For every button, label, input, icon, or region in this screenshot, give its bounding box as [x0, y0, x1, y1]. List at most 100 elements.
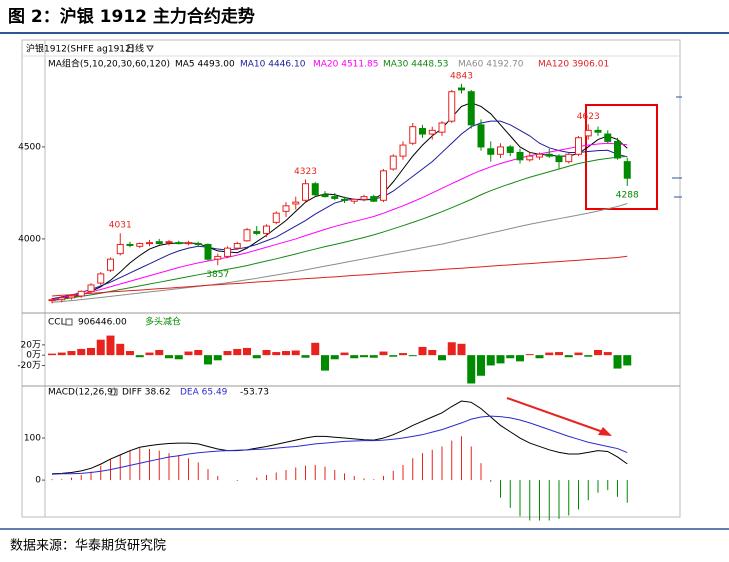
- candle-body: [448, 91, 456, 122]
- bar: [428, 350, 437, 356]
- y-tick-label: 100: [24, 434, 41, 444]
- candle-body: [243, 229, 251, 242]
- bar: [223, 351, 232, 356]
- price-label: 4288: [616, 190, 639, 200]
- bar: [165, 355, 173, 359]
- candle-body: [350, 198, 358, 202]
- bar: [272, 352, 281, 356]
- candle-body: [107, 258, 114, 271]
- candle-body: [399, 144, 407, 157]
- legend-entry: MA5 4493.00: [175, 60, 235, 70]
- candle-body: [292, 201, 300, 205]
- bar: [594, 350, 602, 356]
- candle-body: [58, 297, 66, 301]
- ma-line: [51, 102, 628, 301]
- figure-title: 图 2：沪银 1912 主力合约走势: [8, 6, 255, 27]
- bar: [77, 348, 86, 356]
- candle-body: [321, 194, 329, 198]
- bar: [623, 355, 632, 366]
- candle-body: [516, 151, 524, 161]
- candle-body: [97, 273, 105, 284]
- candle-body: [389, 155, 397, 170]
- candle-body: [614, 140, 621, 159]
- header-value: 906446.00: [78, 318, 127, 328]
- candle-body: [360, 196, 368, 200]
- candle-body: [185, 242, 192, 245]
- bar: [57, 352, 66, 356]
- bar: [48, 353, 56, 356]
- legend-entry: DEA 65.49: [180, 388, 228, 398]
- candle-body: [506, 146, 514, 153]
- bar: [399, 353, 407, 356]
- price-label: 3857: [206, 270, 229, 280]
- bar: [564, 355, 573, 358]
- legend-entry: MA30 4448.53: [383, 60, 448, 70]
- y-tick-label: 0万: [26, 351, 41, 361]
- candle-body: [565, 153, 573, 163]
- bar: [213, 355, 222, 361]
- bar: [106, 335, 115, 356]
- y-tick-label: 0: [35, 476, 41, 486]
- bar: [584, 355, 593, 357]
- y-tick-label: 20万: [21, 340, 41, 350]
- bar: [194, 350, 203, 356]
- bar: [613, 355, 622, 369]
- annotation: 多头减仓: [145, 316, 181, 328]
- candle-body: [87, 284, 95, 292]
- candle-body: [272, 212, 280, 223]
- candle-body: [545, 153, 553, 157]
- bar: [379, 351, 388, 356]
- bar: [360, 355, 368, 358]
- period: 日线: [126, 43, 144, 55]
- candle-body: [477, 124, 485, 148]
- arrow-head: [598, 427, 612, 436]
- bar: [457, 343, 466, 356]
- candle-body: [623, 161, 631, 179]
- candle-body: [438, 122, 446, 133]
- candle-body: [594, 129, 602, 133]
- y-tick-label: 4500: [18, 142, 41, 152]
- candle-body: [214, 255, 222, 260]
- bar: [350, 355, 359, 359]
- chart-frame: [21, 39, 681, 518]
- trend-arrow: [506, 397, 604, 433]
- bar: [135, 355, 144, 358]
- macd-line: [51, 400, 628, 475]
- candle-body: [302, 183, 309, 201]
- candle-body: [341, 198, 348, 201]
- bar: [291, 350, 300, 356]
- bar: [96, 339, 105, 356]
- legend-entry: MA60 4192.70: [458, 60, 524, 70]
- ma-line: [51, 142, 628, 301]
- bar: [204, 355, 212, 365]
- candle-body: [194, 243, 202, 246]
- bar: [408, 355, 417, 357]
- bar: [87, 347, 95, 356]
- candle-body: [428, 129, 436, 135]
- bar: [155, 350, 164, 356]
- instrument-header: 沪银1912(SHFE ag1912): [26, 43, 134, 55]
- candle-body: [575, 137, 582, 155]
- candle-body: [458, 87, 465, 91]
- candle-body: [77, 290, 85, 297]
- bar: [574, 352, 583, 356]
- bar: [545, 352, 554, 356]
- bar: [145, 352, 154, 356]
- candle-body: [536, 153, 543, 158]
- candle-body: [146, 242, 153, 245]
- legend-entry: -53.73: [240, 388, 269, 398]
- candle-body: [311, 183, 319, 196]
- candle-body: [136, 243, 144, 247]
- bar: [496, 355, 505, 364]
- candle-body: [380, 170, 387, 201]
- bar: [506, 355, 515, 359]
- bar: [467, 355, 476, 384]
- bar: [330, 355, 339, 360]
- candle-body: [370, 196, 378, 202]
- bar: [174, 355, 183, 360]
- candle-body: [526, 155, 534, 161]
- candle-body: [282, 205, 290, 212]
- ma-line: [51, 202, 628, 303]
- bar: [233, 348, 242, 356]
- legend-entry: MA20 4511.85: [313, 60, 378, 70]
